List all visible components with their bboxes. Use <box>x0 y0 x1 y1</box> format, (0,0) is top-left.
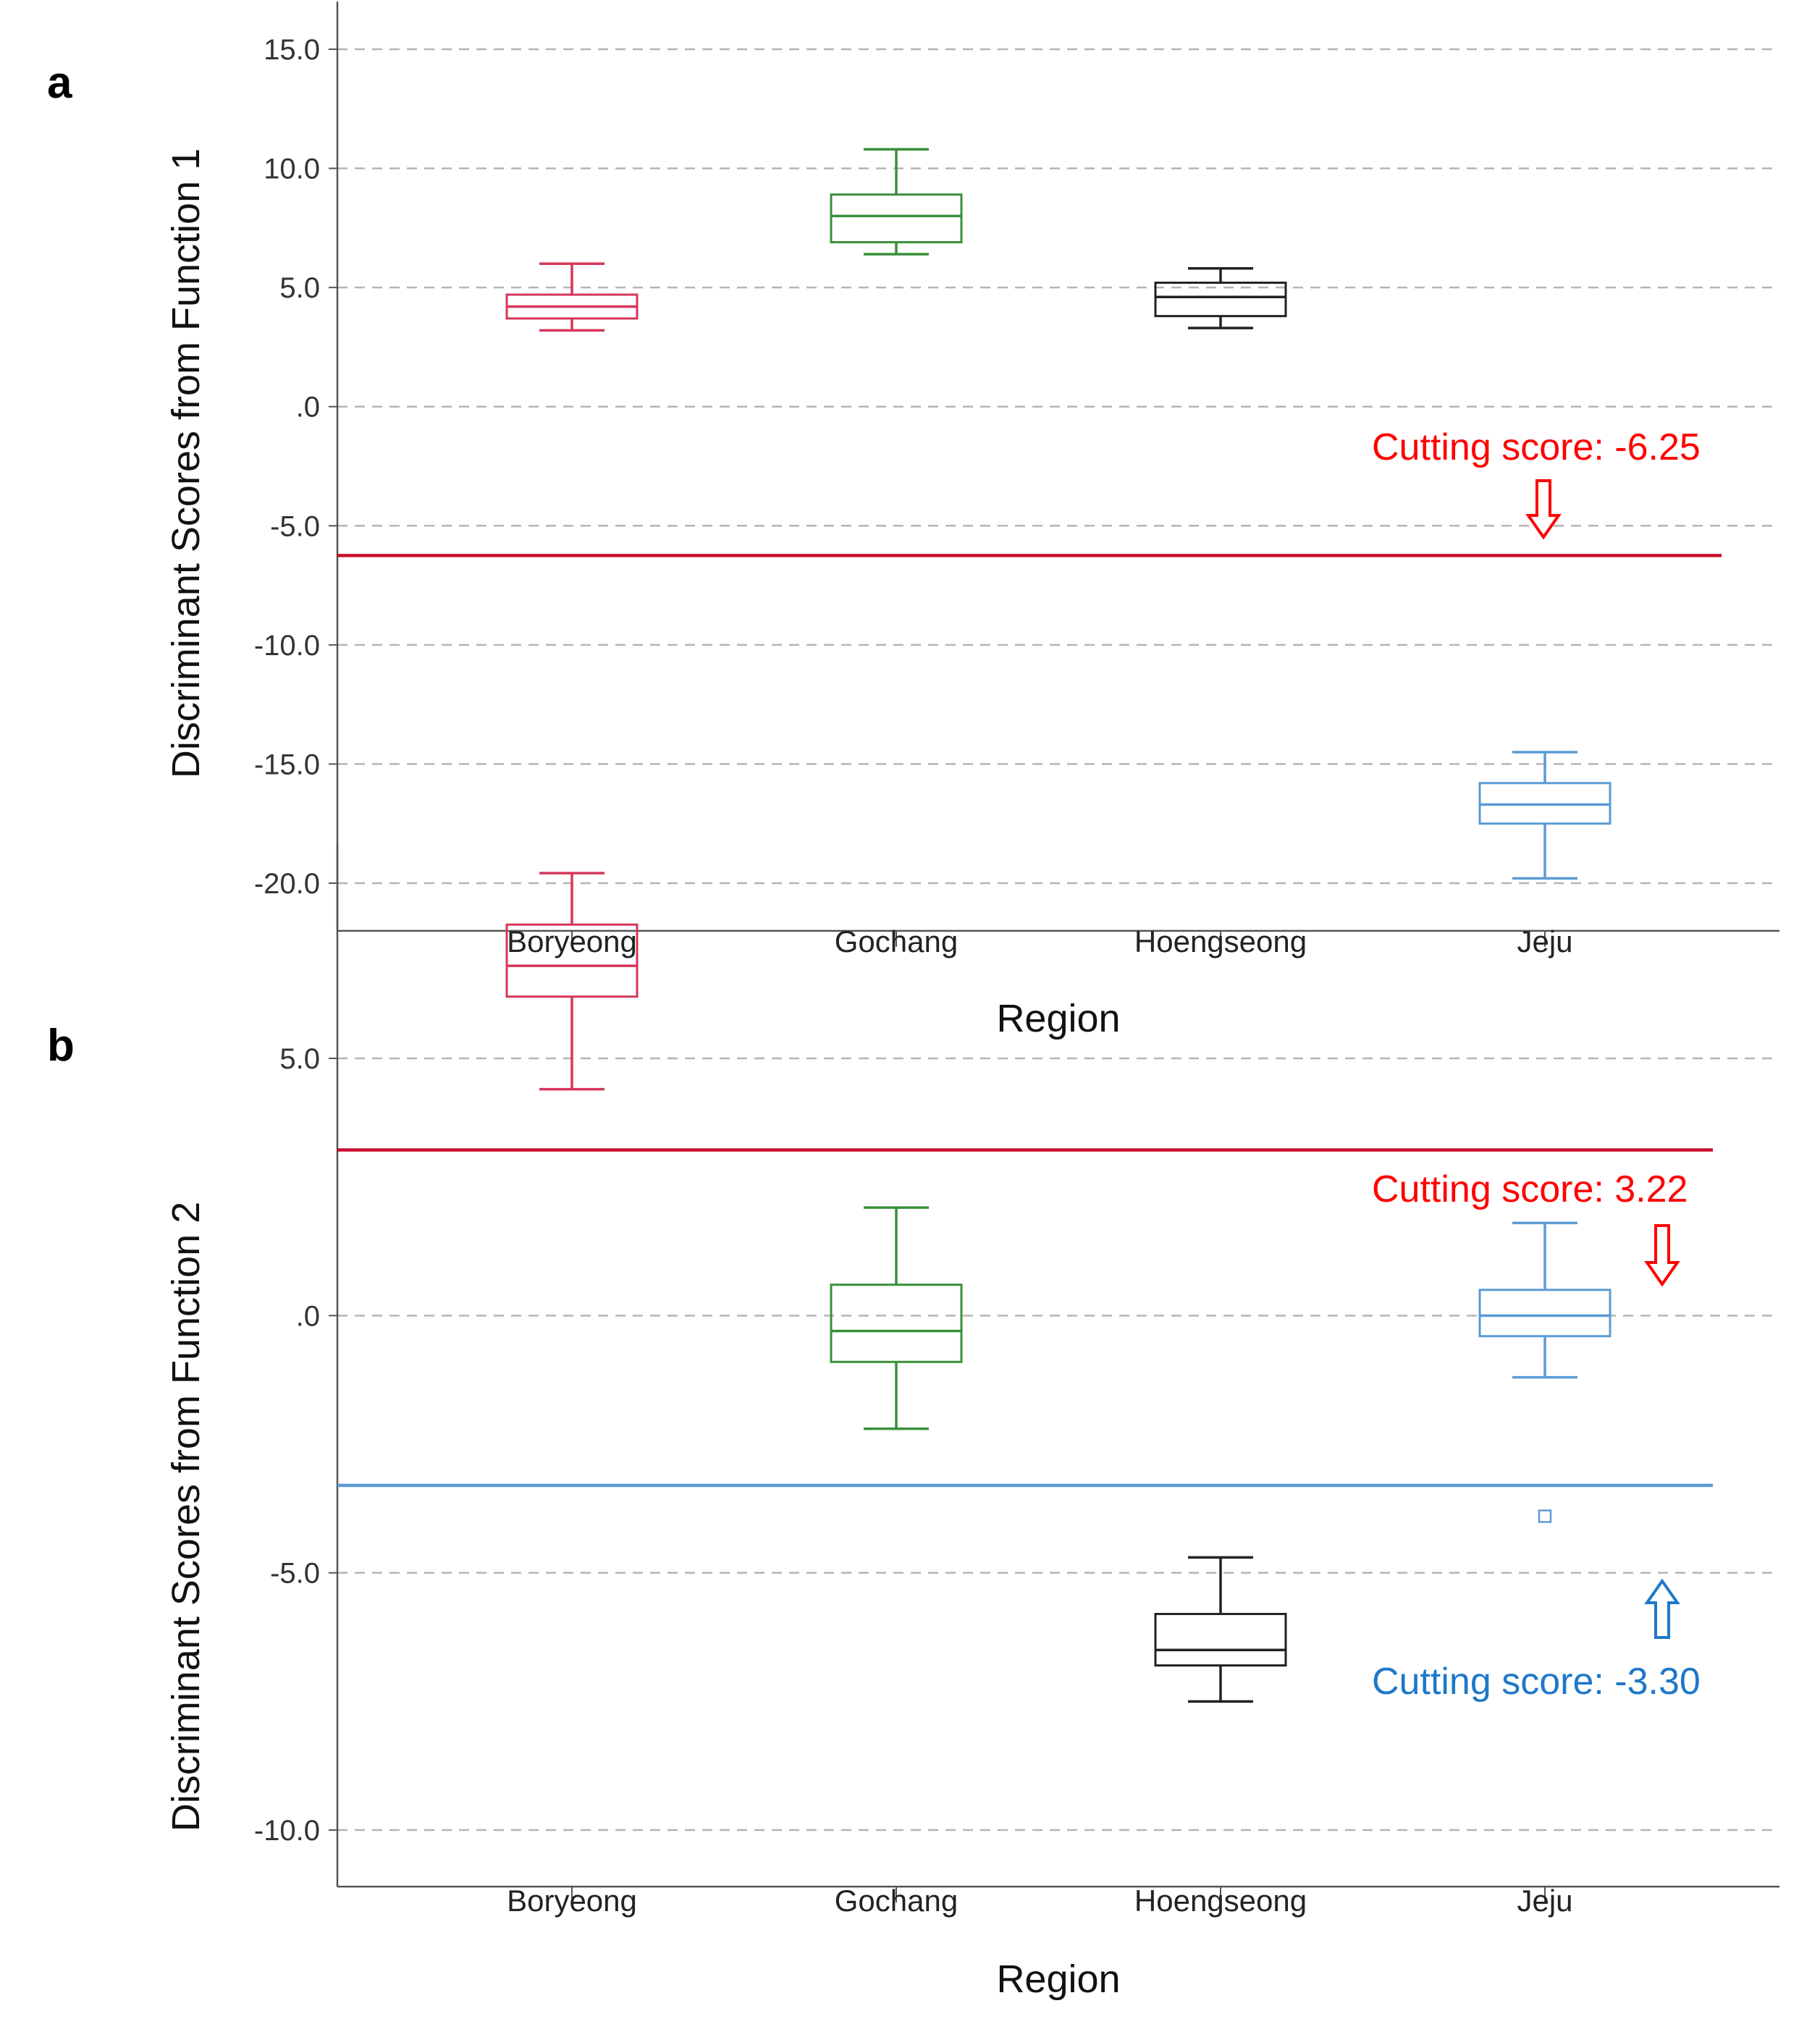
y-tick-label: -20.0 <box>254 868 320 900</box>
box-iqr <box>830 193 963 244</box>
cutting-score-label: Cutting score: -3.30 <box>1372 1661 1701 1703</box>
y-tick-label: -5.0 <box>270 1558 320 1590</box>
y-tick-label: 5.0 <box>279 272 320 304</box>
cutting-score-label: Cutting score: 3.22 <box>1372 1168 1688 1210</box>
y-axis-title: Discriminant Scores from Function 1 <box>164 148 208 778</box>
cutting-score-label: Cutting score: -6.25 <box>1372 426 1701 468</box>
box-iqr <box>1154 1613 1287 1667</box>
box-boryeong <box>505 872 639 1091</box>
x-category-label: Gochang <box>835 924 958 958</box>
box-jeju <box>1478 751 1612 880</box>
x-category-label: Hoengseong <box>1134 924 1307 958</box>
box-iqr <box>1154 282 1287 318</box>
x-category-label: Jeju <box>1517 924 1572 958</box>
y-tick-label: -15.0 <box>254 749 320 780</box>
box-hoengseong <box>1154 267 1287 329</box>
arrow-up-icon <box>1644 1578 1680 1639</box>
y-tick-label: -10.0 <box>254 630 320 662</box>
panel-letter: b <box>47 1021 75 1071</box>
y-tick-label: 5.0 <box>279 1043 320 1075</box>
panel-a: a 15.0 10.0 5.0 .0 -5.0 -10.0 -15.0 -20.0 Boryeon… <box>47 1 1779 1040</box>
box-iqr <box>1478 1289 1612 1338</box>
box-boryeong <box>505 262 639 332</box>
x-axis-title: Region <box>996 1957 1120 2001</box>
x-axis-title: Region <box>996 997 1120 1040</box>
y-tick-label: 10.0 <box>264 153 320 185</box>
y-tick-label: .0 <box>296 392 320 423</box>
box-jeju <box>1478 1221 1612 1523</box>
panel-letter: a <box>47 58 72 108</box>
arrow-down-icon <box>1525 479 1562 540</box>
panel-b: b 5.0 .0 -5.0 -10.0 Boryeong Gochang Hoengseong… <box>47 842 1779 2001</box>
box-gochang <box>830 148 963 256</box>
outlier-point <box>1538 1509 1552 1523</box>
y-tick-label: -5.0 <box>270 510 320 542</box>
x-category-label: Boryeong <box>507 1884 637 1918</box>
y-tick-label: 15.0 <box>264 34 320 66</box>
box-iqr <box>830 1284 963 1363</box>
y-tick-label: .0 <box>296 1300 320 1332</box>
x-category-label: Jeju <box>1517 1884 1572 1918</box>
x-category-label: Boryeong <box>507 924 637 958</box>
x-category-label: Gochang <box>835 1884 958 1918</box>
box-iqr <box>505 923 639 998</box>
box-hoengseong <box>1154 1556 1287 1703</box>
y-axis-title: Discriminant Scores from Function 2 <box>164 1202 208 1832</box>
y-tick-label: -10.0 <box>254 1815 320 1847</box>
x-category-label: Hoengseong <box>1134 1884 1307 1918</box>
arrow-down-icon <box>1644 1224 1680 1287</box>
box-gochang <box>830 1206 963 1430</box>
